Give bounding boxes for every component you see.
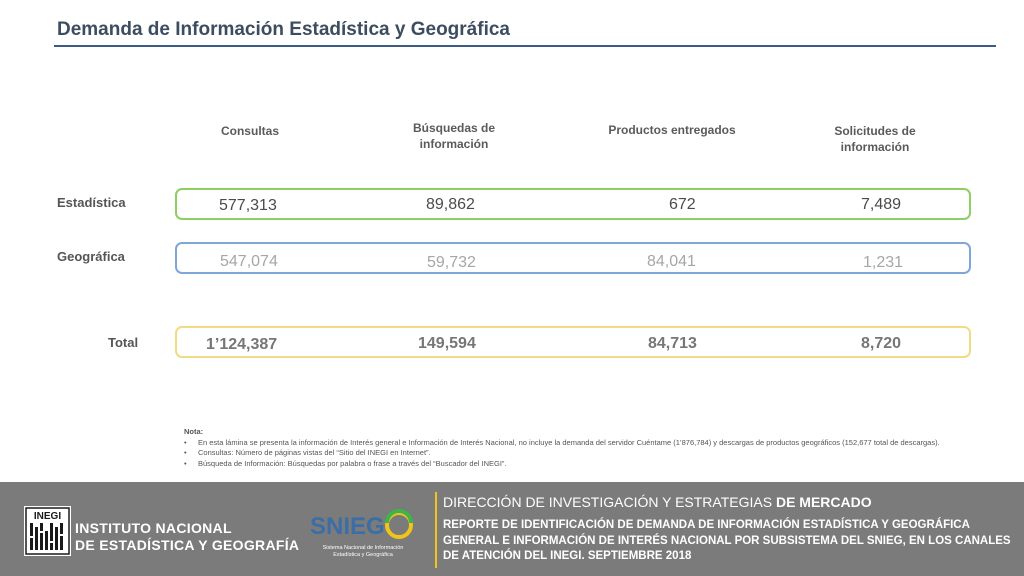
- note-list: En esta lámina se presenta la informació…: [184, 438, 984, 470]
- geografica-consultas-value: 547,074: [220, 253, 278, 270]
- row-total: [175, 326, 971, 358]
- inegi-logo-icon: INEGI: [24, 506, 71, 556]
- inegi-name: INSTITUTO NACIONAL DE ESTADÍSTICA Y GEOG…: [75, 520, 300, 553]
- title-divider: [54, 45, 996, 47]
- geografica-solicitudes-value: 1,231: [863, 254, 904, 271]
- total-solicitudes-value: 8,720: [861, 335, 902, 352]
- footer-divider: [435, 492, 437, 568]
- row-label-total: Total: [108, 335, 139, 350]
- footer-heading: DIRECCIÓN DE INVESTIGACIÓN Y ESTRATEGIAS…: [443, 494, 872, 510]
- note-item: Consultas: Número de páginas vistas del …: [184, 448, 984, 459]
- footer-bar: [0, 482, 1024, 576]
- total-productos-value: 84,713: [648, 335, 697, 352]
- estadistica-consultas-value: 577,313: [219, 197, 277, 214]
- estadistica-productos-value: 672: [669, 196, 696, 213]
- column-header-busquedas: Búsquedas de información: [412, 121, 496, 151]
- column-header-solicitudes: Solicitudes de información: [834, 124, 916, 154]
- note-section: Nota: En esta lámina se presenta la info…: [184, 427, 984, 469]
- svg-text:INEGI: INEGI: [34, 511, 61, 522]
- page-title: Demanda de Información Estadística y Geo…: [57, 19, 510, 40]
- svg-text:Sistema Nacional de Informació: Sistema Nacional de Información: [323, 545, 404, 551]
- snieg-logo-icon: SNIEG Sistema Nacional de Información Es…: [308, 509, 418, 559]
- row-estadistica: [175, 188, 971, 220]
- geografica-productos-value: 84,041: [647, 253, 696, 270]
- row-geografica: [175, 242, 971, 274]
- column-header-productos: Productos entregados: [608, 123, 736, 137]
- geografica-busquedas-value: 59,732: [427, 254, 476, 271]
- estadistica-solicitudes-value: 7,489: [861, 196, 902, 213]
- row-label-estadistica: Estadística: [57, 195, 126, 210]
- estadistica-busquedas-value: 89,862: [426, 196, 475, 213]
- footer-report-title: REPORTE DE IDENTIFICACIÓN DE DEMANDA DE …: [443, 519, 1011, 562]
- total-consultas-value: 1’124,387: [206, 336, 278, 353]
- note-item: En esta lámina se presenta la informació…: [184, 438, 984, 449]
- svg-text:Estadística y Geográfica: Estadística y Geográfica: [333, 552, 394, 558]
- total-busquedas-value: 149,594: [418, 335, 476, 352]
- column-header-consultas: Consultas: [220, 124, 279, 138]
- note-heading: Nota:: [184, 427, 204, 436]
- row-label-geografica: Geográfica: [57, 249, 125, 264]
- svg-text:SNIEG: SNIEG: [310, 513, 385, 540]
- note-item: Búsqueda de Información: Búsquedas por p…: [184, 459, 984, 470]
